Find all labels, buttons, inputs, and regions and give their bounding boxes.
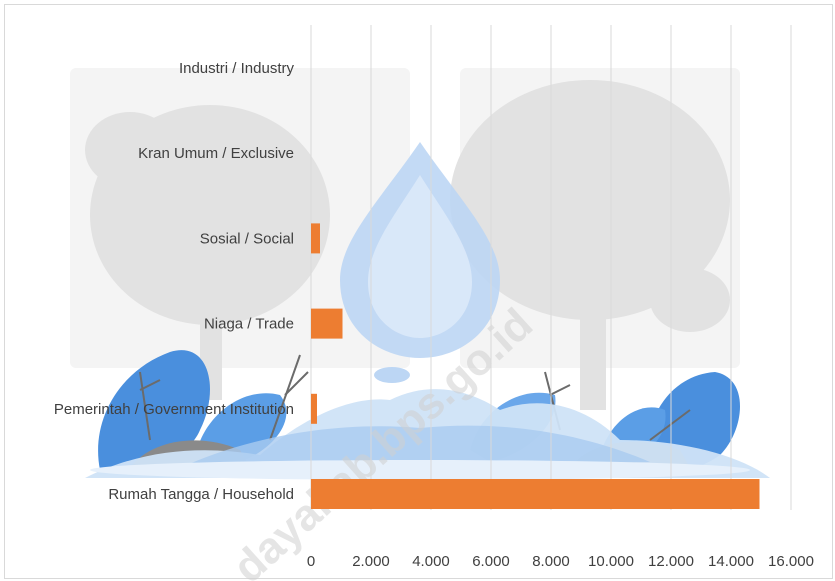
bar [311,479,760,509]
category-label: Sosial / Social [200,230,294,247]
x-tick-label: 6.000 [472,553,510,570]
x-tick-label: 8.000 [532,553,570,570]
gridlines [310,25,792,510]
background-trees [70,68,740,410]
leaf-stems [139,354,691,441]
bar [311,308,343,339]
x-tick-label: 0 [307,553,315,570]
bar [311,393,317,424]
x-axis-tick-labels: 0 2.000 4.000 6.000 8.000 10.000 12.000 14.000 1… [307,553,814,570]
category-label: Rumah Tangga / Household [108,486,294,503]
x-tick-label: 12.000 [648,553,694,570]
water-splash-illustration [70,68,770,480]
x-tick-label: 10.000 [588,553,634,570]
category-label: Kran Umum / Exclusive [138,145,294,162]
bars [311,223,760,509]
category-labels: Industri / Industry Kran Umum / Exclusive… [54,60,295,503]
x-tick-label: 16.000 [768,553,814,570]
category-label: Industri / Industry [179,60,295,77]
category-label: Niaga / Trade [204,316,294,333]
water-drop [340,142,500,383]
x-tick-label: 4.000 [412,553,450,570]
category-label: Pemerintah / Government Institution [54,401,294,418]
splash [85,389,770,480]
x-tick-label: 2.000 [352,553,390,570]
bar [311,223,320,254]
x-tick-label: 14.000 [708,553,754,570]
